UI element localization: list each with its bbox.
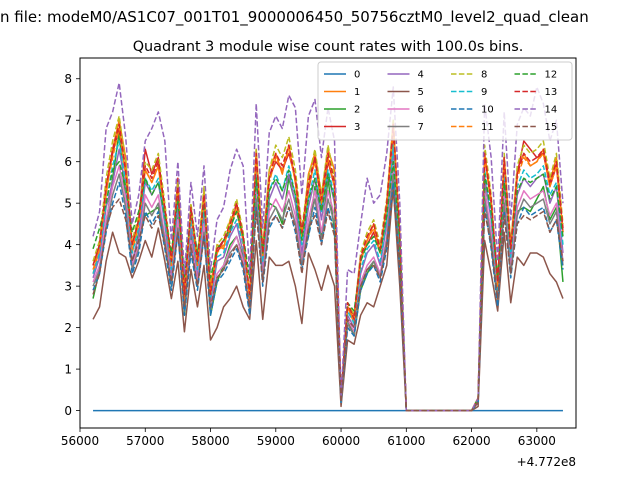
y-axis-ticks: 0 1 2 3 4 5 6 7 8 (64, 72, 80, 418)
legend-label-4: 4 (418, 70, 424, 81)
y-tick-label: 8 (64, 72, 72, 86)
legend-label-2: 2 (354, 105, 360, 116)
y-tick-label: 1 (64, 363, 72, 377)
legend-label-10: 10 (481, 105, 494, 116)
legend-label-6: 6 (418, 105, 424, 116)
series-line-9 (92, 140, 564, 412)
legend-label-0: 0 (354, 70, 360, 81)
legend-frame (317, 61, 573, 141)
legend-label-13: 13 (545, 87, 558, 98)
y-tick-label: 3 (64, 280, 72, 294)
x-tick-label: 57000 (126, 434, 164, 448)
series-line-10 (92, 181, 564, 412)
legend-label-8: 8 (481, 70, 487, 81)
series-line-13 (92, 123, 564, 412)
y-tick-label: 6 (64, 155, 72, 169)
series-line-12 (92, 160, 564, 412)
legend-label-7: 7 (418, 122, 424, 133)
x-tick-label: 58000 (191, 434, 229, 448)
legend-label-12: 12 (545, 70, 558, 81)
x-tick-label: 56000 (61, 434, 99, 448)
figure-suptitle: n file: modeM0/AS1C07_001T01_9000006450_… (0, 8, 589, 27)
series-lines (92, 82, 564, 412)
axes-frame (79, 57, 577, 429)
y-tick-label: 4 (64, 238, 72, 252)
legend-label-9: 9 (481, 87, 487, 98)
legend-label-5: 5 (418, 87, 424, 98)
x-axis-ticks: 56000 57000 58000 59000 60000 61000 62000 63000 (61, 428, 556, 448)
y-tick-label: 2 (64, 321, 72, 335)
series-line-5 (92, 185, 564, 412)
x-tick-label: 59000 (257, 434, 295, 448)
x-tick-label: 63000 (518, 434, 556, 448)
legend-label-11: 11 (481, 122, 494, 133)
x-axis-offset-label: +4.772e8 (517, 455, 576, 469)
legend-label-1: 1 (354, 87, 360, 98)
legend-label-3: 3 (354, 122, 360, 133)
legend-label-15: 15 (545, 122, 558, 133)
y-tick-label: 7 (64, 114, 72, 128)
series-line-15 (92, 189, 564, 412)
x-tick-label: 61000 (387, 434, 425, 448)
chart-title: Quadrant 3 module wise count rates with … (133, 39, 524, 55)
y-tick-label: 5 (64, 197, 72, 211)
x-tick-label: 60000 (322, 434, 360, 448)
y-tick-label: 0 (64, 404, 72, 418)
x-tick-label: 62000 (452, 434, 490, 448)
legend-label-14: 14 (545, 105, 558, 116)
